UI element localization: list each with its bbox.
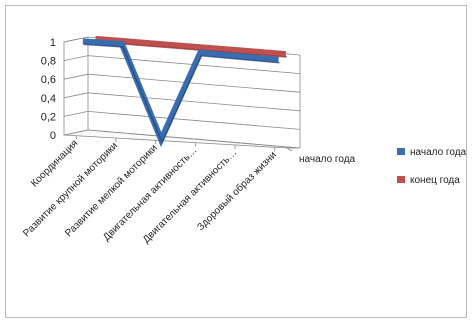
legend-label: начало года [410, 147, 467, 158]
y-tick-label: 0,4 [41, 93, 56, 105]
legend-label: конец года [410, 175, 460, 186]
y-tick-label: 0,6 [41, 74, 56, 86]
y-tick-label: 0,8 [41, 56, 56, 68]
x-tick-label: Здоровый образ жизни [195, 149, 279, 233]
y-tick-label: 1 [50, 37, 56, 49]
series-shade-1 [96, 41, 287, 58]
depth-tick [286, 147, 293, 152]
gridline-side [63, 129, 89, 136]
gridline [87, 129, 301, 149]
gridline [87, 92, 301, 112]
legend-swatch [397, 148, 405, 155]
gridline [87, 73, 301, 93]
y-tick-label: 0,2 [41, 111, 56, 123]
depth-axis-label: начало года [299, 154, 356, 165]
gridline-side [63, 36, 89, 43]
series-line-0 [82, 38, 279, 148]
gridline-side [63, 111, 89, 117]
series-shade-0 [83, 43, 280, 145]
legend-swatch [397, 176, 405, 183]
gridline-side [63, 55, 89, 61]
series-line-1 [95, 35, 287, 58]
gridline [87, 111, 301, 130]
gridline-side [63, 73, 89, 80]
chart-side-wall [63, 36, 89, 136]
y-tick-label: 0 [50, 130, 56, 142]
gridline-side [63, 92, 89, 99]
